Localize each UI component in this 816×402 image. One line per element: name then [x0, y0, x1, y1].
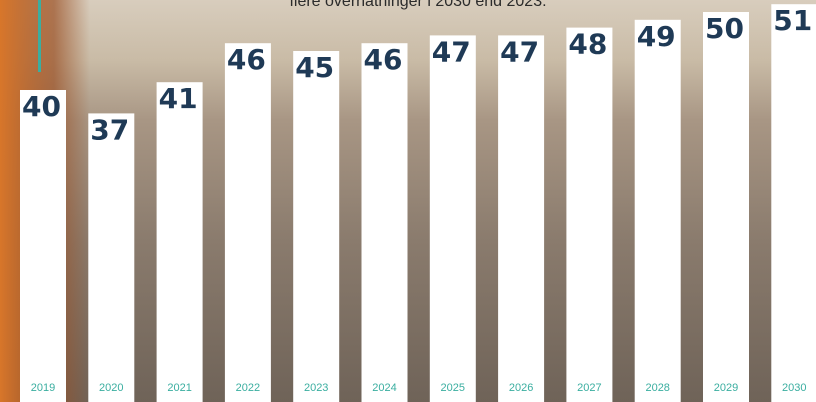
- bar: [225, 43, 271, 402]
- x-tick-label: 2028: [645, 382, 669, 394]
- bar: [703, 12, 749, 402]
- bar: [771, 4, 816, 402]
- x-tick-label: 2026: [509, 382, 533, 394]
- value-label: 41: [159, 82, 198, 115]
- value-label: 40: [22, 90, 61, 123]
- x-tick-label: 2019: [31, 382, 55, 394]
- x-tick-label: 2027: [577, 382, 601, 394]
- value-label: 46: [364, 43, 403, 76]
- x-tick-label: 2030: [782, 382, 806, 394]
- x-tick-label: 2022: [236, 382, 260, 394]
- x-tick-label: 2029: [714, 382, 738, 394]
- bar: [88, 113, 134, 402]
- x-tick-label: 2021: [167, 382, 191, 394]
- bar: [566, 28, 612, 402]
- bar: [20, 90, 66, 402]
- value-label: 46: [227, 43, 266, 76]
- bar: [157, 82, 203, 402]
- x-tick-label: 2020: [99, 382, 123, 394]
- bar: [635, 20, 681, 402]
- value-label: 50: [705, 12, 744, 45]
- accent-line: [38, 0, 41, 72]
- chart: flere overnatninger i 2030 end 2023. 40 2…: [0, 0, 816, 402]
- value-label: 45: [295, 51, 334, 84]
- value-label: 37: [90, 113, 129, 146]
- x-tick-label: 2024: [372, 382, 396, 394]
- bar: [498, 35, 544, 402]
- value-label: 47: [432, 35, 471, 68]
- value-label: 48: [568, 28, 607, 61]
- bar: [430, 35, 476, 402]
- bar: [362, 43, 408, 402]
- value-label: 51: [773, 4, 812, 37]
- bar: [293, 51, 339, 402]
- chart-subtitle: flere overnatninger i 2030 end 2023.: [289, 0, 546, 10]
- x-tick-label: 2025: [441, 382, 465, 394]
- x-tick-label: 2023: [304, 382, 328, 394]
- value-label: 47: [500, 35, 539, 68]
- value-label: 49: [637, 20, 676, 53]
